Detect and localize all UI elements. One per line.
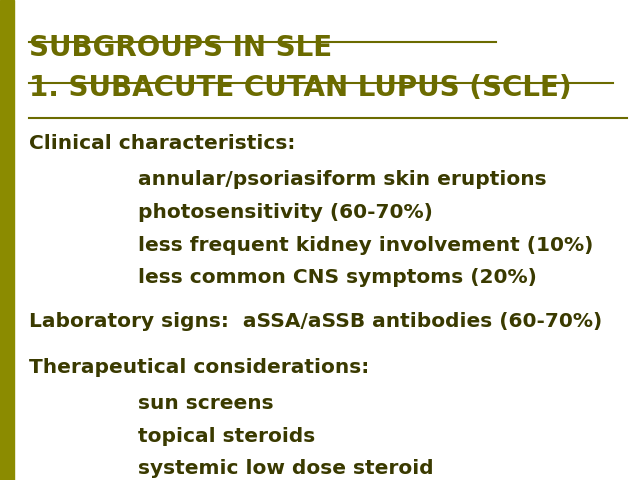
- Text: Laboratory signs:  aSSA/aSSB antibodies (60-70%): Laboratory signs: aSSA/aSSB antibodies (…: [29, 312, 602, 331]
- Text: less common CNS symptoms (20%): less common CNS symptoms (20%): [138, 268, 536, 288]
- Text: 1. SUBACUTE CUTAN LUPUS (SCLE): 1. SUBACUTE CUTAN LUPUS (SCLE): [29, 74, 572, 102]
- Text: less frequent kidney involvement (10%): less frequent kidney involvement (10%): [138, 236, 593, 255]
- Text: Clinical characteristics:: Clinical characteristics:: [29, 134, 295, 154]
- Text: systemic low dose steroid: systemic low dose steroid: [138, 459, 433, 479]
- Text: Therapeutical considerations:: Therapeutical considerations:: [29, 358, 369, 377]
- Text: annular/psoriasiform skin eruptions: annular/psoriasiform skin eruptions: [138, 170, 546, 190]
- Bar: [0, 0, 14, 480]
- Text: topical steroids: topical steroids: [138, 427, 315, 446]
- Text: sun screens: sun screens: [138, 394, 273, 413]
- Text: SUBGROUPS IN SLE: SUBGROUPS IN SLE: [29, 34, 332, 61]
- Text: photosensitivity (60-70%): photosensitivity (60-70%): [138, 203, 433, 222]
